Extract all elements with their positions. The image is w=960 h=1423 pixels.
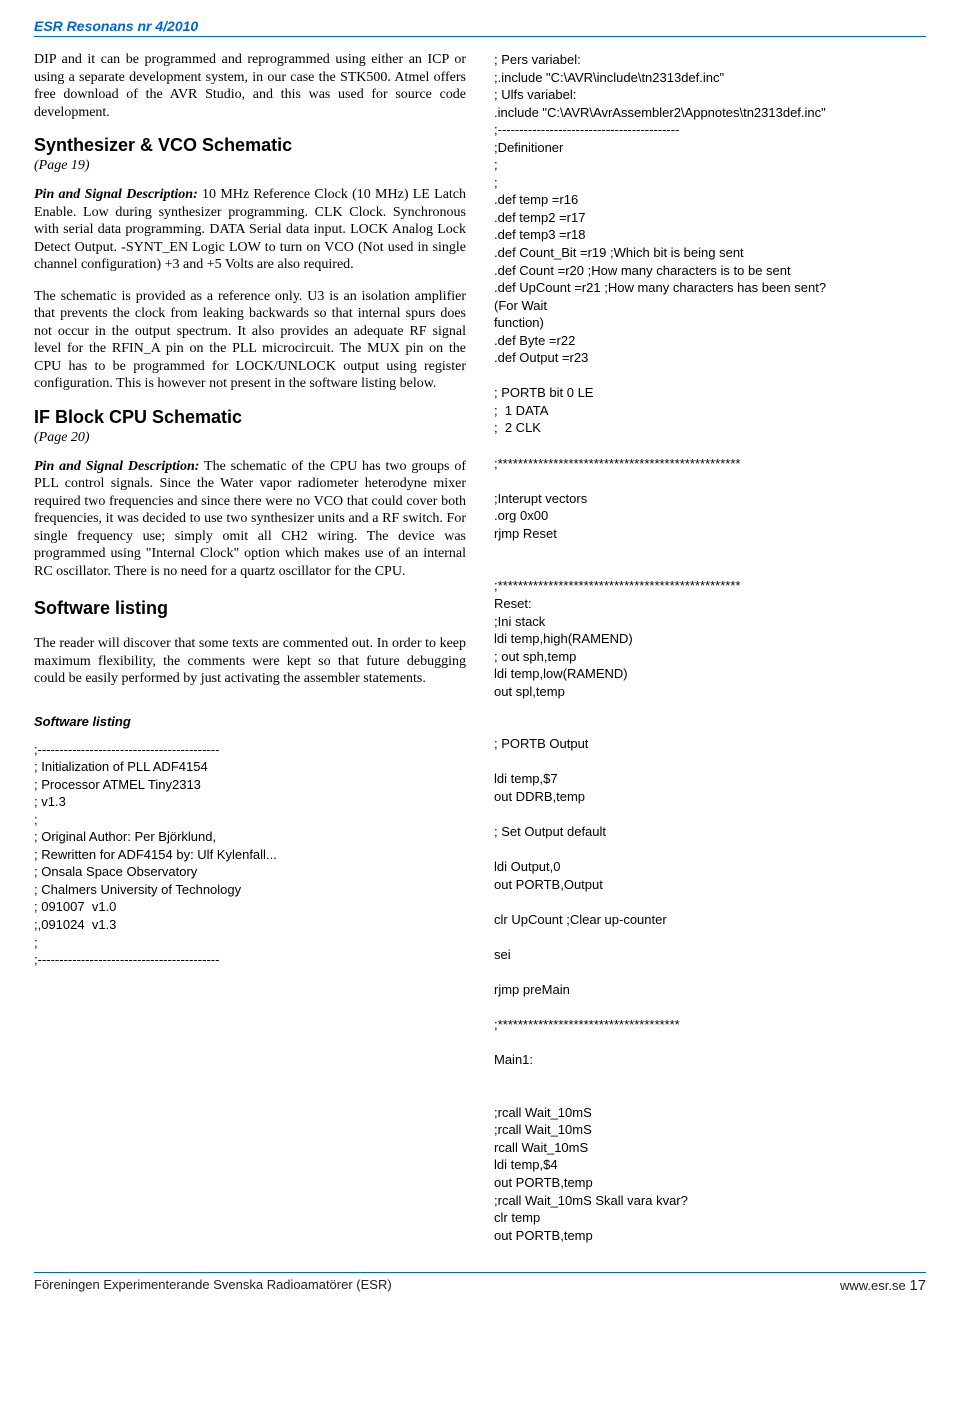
two-column-layout: DIP and it can be programmed and reprogr…	[34, 51, 926, 1244]
intro-paragraph: DIP and it can be programmed and reprogr…	[34, 51, 466, 121]
heading-software-listing-2: Software listing	[34, 714, 466, 729]
pin-desc-1-lead: Pin and Signal Description:	[34, 187, 198, 202]
footer-page-number: 17	[909, 1277, 926, 1294]
heading-software-listing: Software listing	[34, 598, 466, 619]
code-right: ; Pers variabel: ;.include "C:\AVR\inclu…	[494, 51, 926, 1244]
code-left: ;---------------------------------------…	[34, 741, 466, 969]
page-ref-20: (Page 20)	[34, 430, 466, 446]
pin-desc-2-rest: The schematic of the CPU has two groups …	[34, 459, 466, 579]
footer-url: www.esr.se	[840, 1278, 906, 1293]
page-header: ESR Resonans nr 4/2010	[34, 18, 926, 37]
heading-synth-vco: Synthesizer & VCO Schematic	[34, 135, 466, 156]
right-column: ; Pers variabel: ;.include "C:\AVR\inclu…	[494, 51, 926, 1244]
heading-if-block: IF Block CPU Schematic	[34, 407, 466, 428]
page-ref-19: (Page 19)	[34, 158, 466, 174]
schematic-ref-para: The schematic is provided as a reference…	[34, 288, 466, 393]
pin-desc-2: Pin and Signal Description: The schemati…	[34, 458, 466, 581]
footer-left: Föreningen Experimenterande Svenska Radi…	[34, 1277, 392, 1294]
left-column: DIP and it can be programmed and reprogr…	[34, 51, 466, 1244]
pin-desc-2-lead: Pin and Signal Description:	[34, 459, 199, 474]
footer-right: www.esr.se 17	[840, 1277, 926, 1294]
pin-desc-1: Pin and Signal Description: 10 MHz Refer…	[34, 186, 466, 274]
software-intro-para: The reader will discover that some texts…	[34, 635, 466, 688]
page-footer: Föreningen Experimenterande Svenska Radi…	[34, 1272, 926, 1294]
